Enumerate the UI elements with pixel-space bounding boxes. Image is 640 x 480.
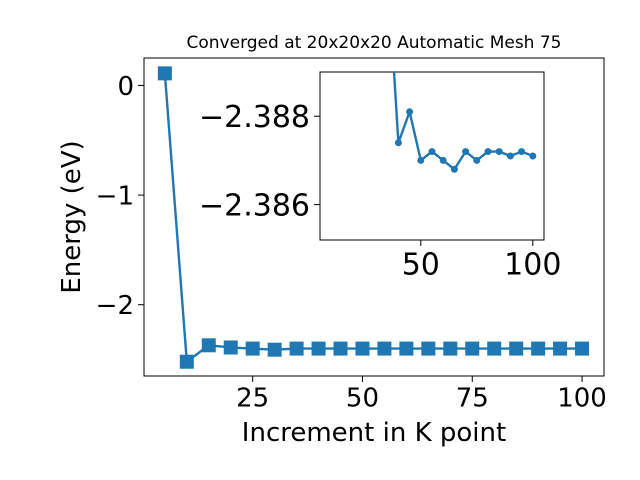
- inset-y-tick-label: −2.386: [199, 188, 310, 223]
- main-y-tick-label: −1: [96, 181, 134, 211]
- inset-data-point: [495, 148, 503, 156]
- main-x-tick-label: 25: [236, 384, 269, 414]
- inset-data-point: [529, 152, 537, 160]
- inset-data-point: [506, 152, 514, 160]
- main-data-point: [575, 341, 590, 356]
- main-data-point: [531, 341, 546, 356]
- y-axis-label: Energy (eV): [57, 140, 87, 293]
- main-y-tick-label: −2: [96, 291, 134, 321]
- inset-data-point: [417, 156, 425, 164]
- main-data-point: [399, 341, 414, 356]
- main-data-point: [355, 341, 370, 356]
- inset-data-point: [484, 148, 492, 156]
- main-y-tick-label: 0: [117, 72, 134, 102]
- main-data-point: [245, 341, 260, 356]
- chart-title: Converged at 20x20x20 Automatic Mesh 75: [187, 33, 562, 53]
- inset-ticks: 50 100 −2.388 −2.386: [199, 100, 561, 282]
- main-data-point: [487, 341, 502, 356]
- main-data-point: [179, 354, 194, 369]
- inset-y-tick-label: −2.388: [199, 100, 310, 135]
- main-data-point: [201, 338, 216, 353]
- main-x-tick-label: 100: [557, 384, 607, 414]
- main-ticks: 25 50 75 100 0 −1 −2: [96, 72, 607, 414]
- main-x-tick-label: 50: [346, 384, 379, 414]
- main-data-point: [377, 341, 392, 356]
- main-data-point: [465, 341, 480, 356]
- main-data-point: [509, 341, 524, 356]
- main-data-point: [267, 342, 282, 357]
- main-data-point: [311, 341, 326, 356]
- x-axis-label: Increment in K point: [242, 418, 506, 448]
- inset-data-point: [394, 139, 402, 147]
- inset-series: [392, 72, 537, 173]
- inset-data-point: [473, 156, 481, 164]
- main-data-point: [333, 341, 348, 356]
- main-data-point: [553, 341, 568, 356]
- main-series: [157, 66, 590, 369]
- inset-x-tick-label: 50: [402, 248, 440, 283]
- inset-data-point: [406, 108, 414, 116]
- main-data-point: [289, 341, 304, 356]
- inset-plot: 50 100 −2.388 −2.386: [199, 71, 561, 283]
- main-data-point: [157, 66, 172, 81]
- main-data-point: [421, 341, 436, 356]
- inset-data-point: [439, 156, 447, 164]
- main-x-tick-label: 75: [456, 384, 489, 414]
- main-data-point: [223, 340, 238, 355]
- main-data-point: [443, 341, 458, 356]
- inset-x-tick-label: 100: [504, 248, 561, 283]
- inset-plot-frame: [319, 71, 545, 241]
- inset-data-point: [518, 148, 526, 156]
- inset-data-point: [428, 148, 436, 156]
- inset-data-point: [462, 148, 470, 156]
- inset-data-point: [450, 165, 458, 173]
